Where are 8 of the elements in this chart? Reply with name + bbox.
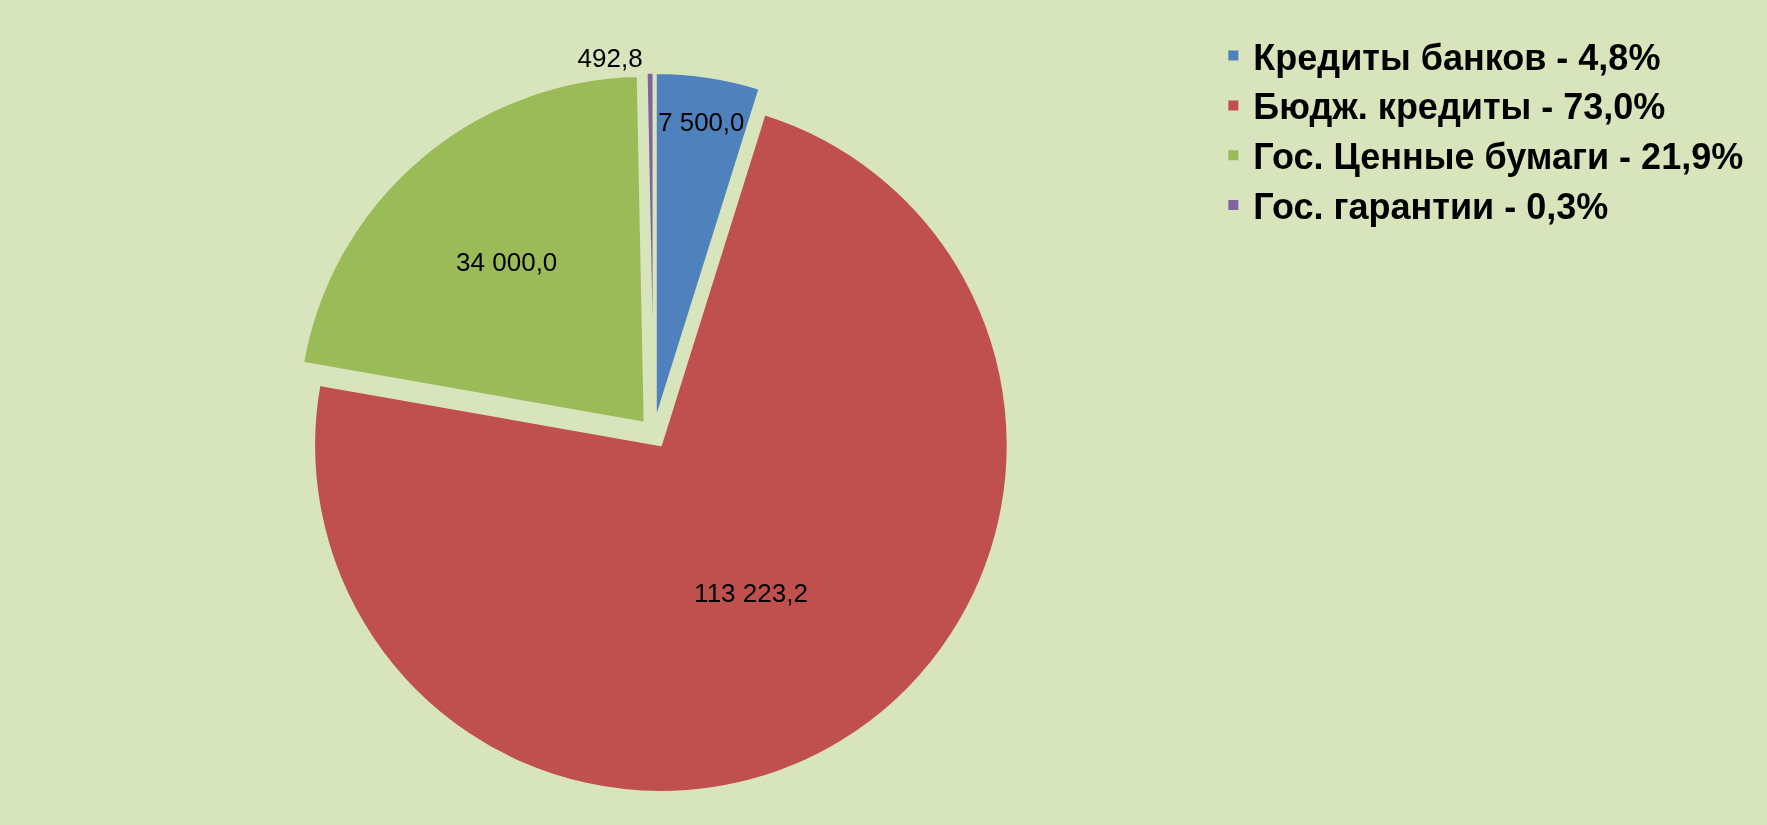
data-label: 7 500,0: [658, 107, 745, 136]
legend-label: Кредиты банков - 4,8%: [1253, 36, 1661, 78]
legend-label: Бюдж. кредиты - 73,0%: [1253, 86, 1666, 128]
legend-label: Гос. Ценные бумаги - 21,9%: [1253, 136, 1744, 178]
data-label: 492,8: [577, 42, 643, 73]
data-label: 113 223,2: [694, 578, 808, 609]
legend-label: Гос. гарантии - 0,3%: [1253, 186, 1609, 228]
data-label: 34 000,0: [456, 246, 558, 277]
